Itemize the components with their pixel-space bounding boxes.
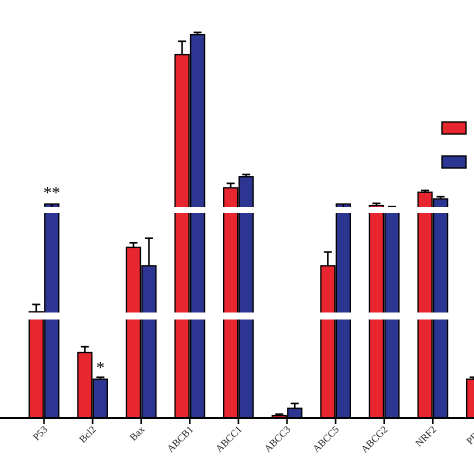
x-tick-label: PD-1 [465, 424, 474, 447]
bar-ABCB1-s1 [174, 53, 190, 419]
x-tick-label: NRF2 [414, 424, 439, 449]
x-tick-label: Bax [128, 424, 147, 443]
bar-Bcl2-s2 [92, 378, 108, 419]
bar-ABCC1-s1 [222, 187, 239, 419]
bar-Bax-s1 [125, 246, 142, 419]
x-tick-label: ABCC1 [214, 424, 245, 455]
bar-P53-s1 [28, 311, 44, 419]
x-tick-label: ABCG2 [359, 424, 390, 455]
bar-NRF2-s2 [432, 198, 449, 419]
bar-Bcl2-s1 [77, 351, 93, 419]
x-tick-labels: P53 Bcl2 Bax ABCB1 ABCC1 ABCC3 ABCC5 ABCG2 NRF2 P… [31, 424, 474, 455]
x-tick-label: ABCC5 [311, 424, 342, 455]
bar-PD-1-s1 [465, 378, 474, 419]
legend-swatch-s1 [441, 121, 467, 135]
bar-ABCG2-s1 [368, 204, 385, 419]
legend-swatch-s2 [441, 155, 467, 169]
bar-NRF2-s1 [417, 191, 433, 419]
bar-ABCB1-s2 [189, 33, 206, 419]
axis-break-2 [0, 312, 474, 320]
x-tick-label: Bcl2 [78, 424, 99, 445]
significance-mark: ** [43, 183, 60, 202]
bar-P53-s2 [44, 203, 60, 419]
legend [441, 121, 467, 169]
significance-mark: * [96, 358, 105, 377]
x-tick-label: P53 [31, 424, 50, 443]
axis-breaks [0, 207, 474, 320]
bar-ABCC5-s2 [335, 203, 352, 419]
bar-ABCC3-s2 [287, 407, 303, 419]
bar-Bax-s2 [141, 265, 157, 419]
bar-ABCC5-s1 [320, 265, 336, 419]
x-tick-label: ABCB1 [165, 424, 196, 455]
x-tick-label: ABCC3 [263, 424, 294, 455]
x-ticks [43, 418, 434, 424]
axis-break-1 [0, 207, 474, 213]
significance-annotations: *** [43, 183, 104, 377]
